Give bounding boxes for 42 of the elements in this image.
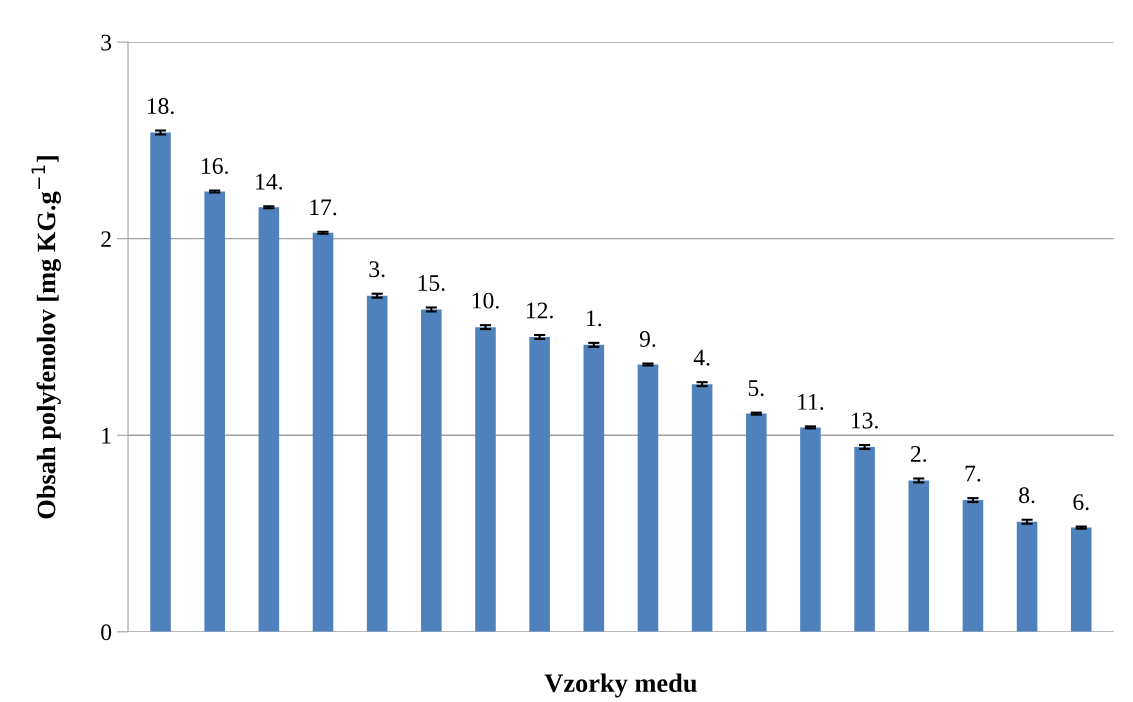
x-tick-label: 6. — [1073, 494, 1089, 511]
y-tick-label: 1 — [102, 427, 111, 444]
x-tick-label: 15. — [418, 275, 445, 291]
x-tick-label: 7. — [965, 465, 981, 482]
bar — [421, 309, 442, 632]
bar — [529, 336, 550, 632]
bar — [637, 364, 659, 632]
x-tick-label: 1. — [587, 310, 602, 327]
bar — [800, 427, 821, 632]
x-tick-label: 8. — [1019, 487, 1035, 504]
bar — [1070, 527, 1092, 632]
bar — [150, 132, 171, 632]
x-tick-label: 10. — [472, 292, 499, 309]
bar — [312, 232, 334, 632]
x-tick-label: 16. — [202, 158, 228, 175]
x-tick-label: 18. — [147, 98, 174, 115]
y-tick-label: 2 — [101, 231, 111, 247]
x-tick-label: 13. — [851, 412, 878, 429]
bar — [691, 384, 713, 632]
x-tick-label: 12. — [526, 302, 553, 319]
bar — [745, 413, 767, 632]
x-tick-label: 11. — [798, 393, 824, 410]
x-tick-label: 17. — [310, 199, 337, 216]
y-tick-label: 3 — [101, 34, 112, 51]
bar — [204, 191, 225, 632]
y-axis-title: Obsah polyfenolov [mg KG.g$^{−1}$] — [31, 156, 61, 519]
bar — [908, 480, 930, 632]
bar — [258, 207, 280, 632]
x-tick-label: 2. — [910, 446, 927, 462]
x-tick-label: 5. — [748, 380, 764, 397]
x-tick-label: 4. — [693, 349, 710, 366]
x-tick-label: 3. — [369, 261, 385, 278]
x-tick-label: 14. — [256, 173, 283, 190]
y-tick-label: 0 — [101, 624, 112, 641]
bar — [475, 327, 496, 632]
bar — [854, 447, 875, 632]
x-axis-title: Vzorky medu — [544, 673, 697, 698]
bar — [583, 344, 605, 632]
x-tick-label: 9. — [639, 331, 656, 348]
bar — [962, 500, 984, 632]
bar — [366, 295, 388, 632]
bar — [1016, 521, 1038, 632]
